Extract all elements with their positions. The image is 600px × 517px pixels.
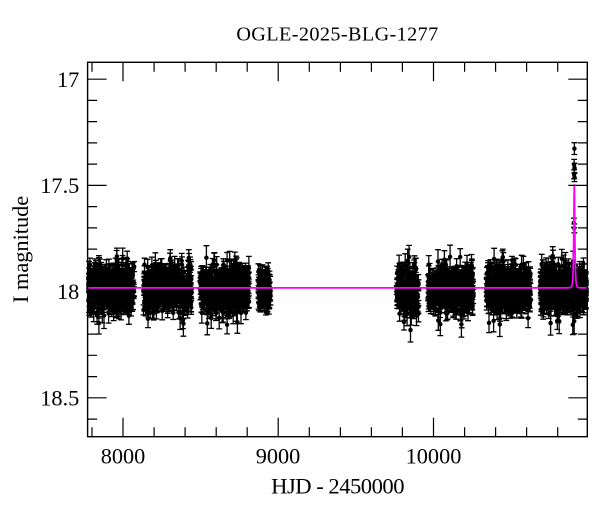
svg-text:18: 18 bbox=[57, 279, 79, 304]
svg-text:I magnitude: I magnitude bbox=[8, 196, 33, 303]
svg-text:8000: 8000 bbox=[101, 444, 146, 469]
svg-text:10000: 10000 bbox=[406, 444, 462, 469]
svg-text:HJD - 2450000: HJD - 2450000 bbox=[271, 473, 404, 498]
svg-text:9000: 9000 bbox=[256, 444, 301, 469]
svg-text:OGLE-2025-BLG-1277: OGLE-2025-BLG-1277 bbox=[236, 24, 438, 46]
svg-text:18.5: 18.5 bbox=[40, 386, 79, 411]
svg-text:17.5: 17.5 bbox=[40, 173, 79, 198]
svg-text:17: 17 bbox=[57, 67, 79, 92]
